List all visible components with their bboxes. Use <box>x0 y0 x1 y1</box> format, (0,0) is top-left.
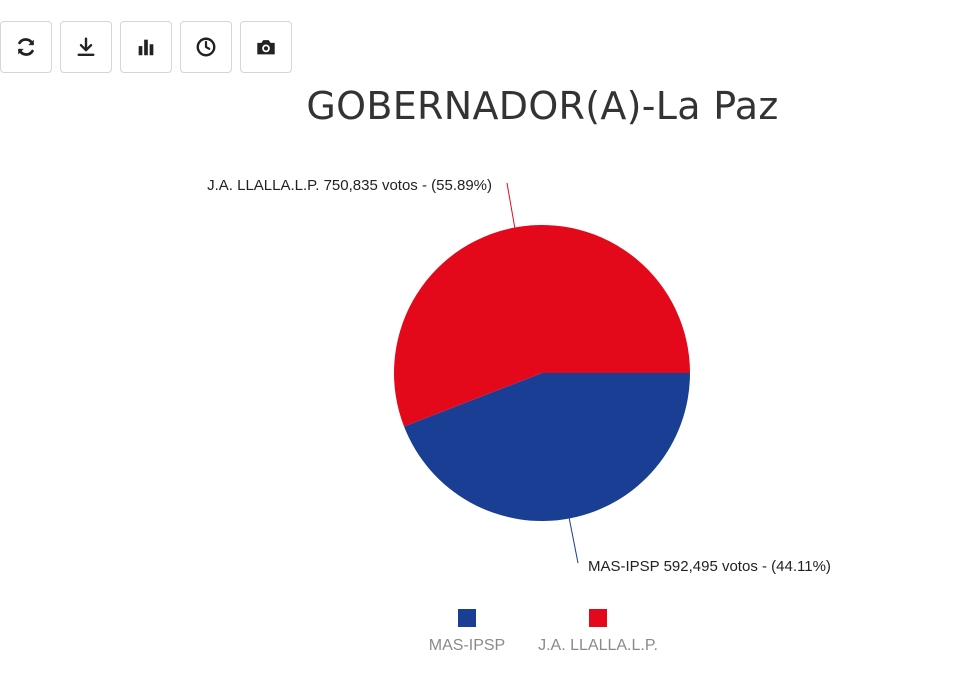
chart-title: GOBERNADOR(A)-La Paz <box>306 84 779 128</box>
chart-legend: MAS-IPSP J.A. LLALLA.L.P. <box>0 609 980 669</box>
download-button[interactable] <box>60 21 112 73</box>
download-icon <box>77 37 95 56</box>
legend-label: J.A. LLALLA.L.P. <box>538 637 658 654</box>
history-button[interactable] <box>180 21 232 73</box>
screenshot-button[interactable] <box>240 21 292 73</box>
clock-icon <box>196 37 216 57</box>
legend-swatch <box>588 609 607 627</box>
legend-item[interactable]: J.A. LLALLA.L.P. <box>538 609 658 655</box>
bar-chart-button[interactable] <box>120 21 172 73</box>
slice-connector-line <box>568 518 579 564</box>
camera-icon <box>257 40 275 55</box>
pie-slice-j-a-llalla-l-p[interactable] <box>394 225 690 427</box>
slice-data-label: J.A. LLALLA.L.P. 750,835 votos - (55.89%… <box>207 177 492 194</box>
bar-chart-icon <box>138 39 154 56</box>
slice-data-label: MAS-IPSP 592,495 votos - (44.11%) <box>588 558 831 575</box>
legend-swatch <box>458 609 476 627</box>
legend-label: MAS-IPSP <box>428 637 506 654</box>
slice-connector-line <box>506 182 516 228</box>
chart-toolbar <box>0 21 292 73</box>
legend-item[interactable]: MAS-IPSP <box>429 609 505 655</box>
refresh-icon <box>18 38 34 56</box>
pie-slice-mas-ipsp[interactable] <box>404 373 690 522</box>
refresh-button[interactable] <box>0 21 52 73</box>
